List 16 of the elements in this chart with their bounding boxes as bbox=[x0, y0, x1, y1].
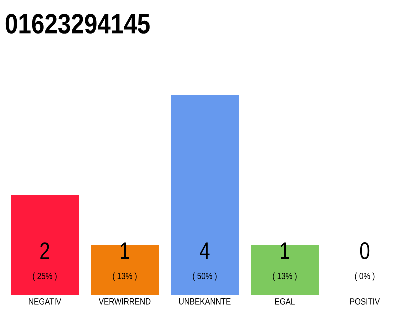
x-tick-label: EGAL bbox=[275, 298, 295, 305]
x-tick-label: VERWIRREND bbox=[98, 298, 151, 305]
annotation: ( 13% ) bbox=[273, 272, 297, 282]
chart-title: 01623294145 bbox=[6, 14, 150, 34]
data-label: 1 bbox=[281, 242, 290, 260]
annotation: ( 25% ) bbox=[33, 272, 57, 282]
data-label: 4 bbox=[200, 242, 210, 260]
x-tick-label: POSITIV bbox=[350, 298, 380, 305]
x-tick-label: UNBEKANNTE bbox=[179, 298, 231, 305]
annotation: ( 13% ) bbox=[113, 272, 137, 282]
annotation: ( 50% ) bbox=[193, 272, 217, 282]
data-label: 0 bbox=[360, 242, 370, 260]
annotation: ( 0% ) bbox=[355, 272, 375, 282]
data-label: 2 bbox=[40, 242, 50, 260]
data-label: 1 bbox=[121, 242, 130, 260]
x-tick-label: NEGATIV bbox=[29, 298, 62, 305]
